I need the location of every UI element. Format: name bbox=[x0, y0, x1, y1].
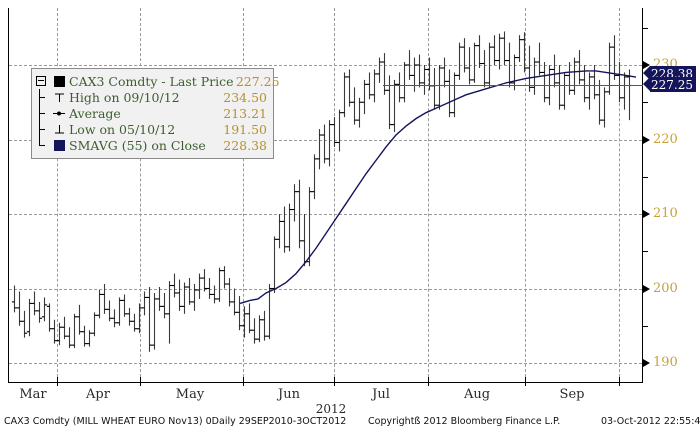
legend-marker-high-icon bbox=[51, 92, 67, 103]
x-axis-label-jul: Jul bbox=[372, 387, 390, 402]
x-axis-label-aug: Aug bbox=[463, 387, 491, 402]
y-axis-right-line bbox=[642, 8, 643, 383]
y-axis-arrow-220 bbox=[643, 136, 650, 144]
x-axis-label-may: May bbox=[175, 387, 205, 402]
legend-value-smavg: 228.38 bbox=[223, 137, 267, 153]
legend-label-smavg: SMAVG (55) on Close bbox=[69, 137, 206, 153]
legend-label-last-price: CAX3 Comdty - Last Price bbox=[69, 73, 234, 89]
x-axis-label-jun: Jun bbox=[278, 387, 300, 402]
y-axis-label-220: 220 bbox=[653, 132, 678, 147]
legend-row-last-price[interactable]: CAX3 Comdty - Last Price 227.25 bbox=[36, 73, 280, 89]
legend-label-low: Low on 05/10/12 bbox=[69, 121, 176, 137]
legend-value-average: 213.21 bbox=[223, 105, 267, 121]
vgridline-apr bbox=[140, 8, 141, 382]
last-price-reference-line bbox=[383, 85, 643, 87]
legend-value-low: 191.50 bbox=[223, 121, 267, 137]
y-axis-label-200: 200 bbox=[653, 281, 678, 296]
legend-label-average: Average bbox=[69, 105, 121, 121]
x-axis-label-apr: Apr bbox=[86, 387, 110, 402]
y-axis-arrow-190 bbox=[643, 359, 650, 367]
legend-row-high[interactable]: High on 09/10/12 234.50 bbox=[36, 89, 267, 105]
legend-row-smavg[interactable]: SMAVG (55) on Close 228.38 bbox=[36, 137, 267, 153]
gridline-210 bbox=[9, 214, 642, 215]
vgridline-may bbox=[243, 8, 244, 382]
legend-row-low[interactable]: Low on 05/10/12 191.50 bbox=[36, 121, 267, 137]
legend-expand-toggle[interactable] bbox=[36, 73, 51, 89]
vgridline-aug bbox=[525, 8, 526, 382]
footer-copyright: Copyrightß 2012 Bloomberg Finance L.P. bbox=[368, 416, 561, 427]
gridline-200 bbox=[9, 289, 642, 290]
x-axis-tick-3 bbox=[243, 377, 244, 386]
x-axis-label-sep: Sep bbox=[559, 387, 585, 402]
legend-marker-navy-square bbox=[51, 139, 67, 151]
y-axis-minor-tick-215 bbox=[643, 177, 648, 178]
vgridline-sep bbox=[619, 8, 620, 382]
x-axis-tick-7 bbox=[619, 377, 620, 386]
y-axis-arrow-200 bbox=[643, 285, 650, 293]
x-axis-tick-4 bbox=[334, 377, 335, 386]
y-axis-left-line bbox=[8, 8, 9, 383]
chart-legend[interactable]: CAX3 Comdty - Last Price 227.25 High on … bbox=[31, 68, 280, 159]
y-axis-label-190: 190 bbox=[653, 355, 678, 370]
legend-marker-black-square bbox=[51, 75, 67, 87]
y-axis-minor-tick-195 bbox=[643, 326, 648, 327]
y-axis-minor-tick-225 bbox=[643, 102, 648, 103]
legend-tree-branch-smavg bbox=[36, 137, 51, 153]
y-axis-arrow-210 bbox=[643, 210, 650, 218]
y-axis-arrow-230 bbox=[643, 61, 650, 69]
legend-label-high: High on 09/10/12 bbox=[69, 89, 180, 105]
x-axis-tick-1 bbox=[57, 377, 58, 386]
y-axis-label-210: 210 bbox=[653, 206, 678, 221]
last-price-badge[interactable]: 227.25 bbox=[643, 77, 696, 92]
legend-marker-low-icon bbox=[51, 124, 67, 135]
y-axis-minor-tick-235 bbox=[643, 28, 648, 29]
vgridline-jun bbox=[334, 8, 335, 382]
vgridline-mar bbox=[57, 8, 58, 382]
x-axis-tick-6 bbox=[525, 377, 526, 386]
footer-security-description: CAX3 Comdty (MILL WHEAT EURO Nov13) 0Dai… bbox=[4, 416, 347, 427]
vgridline-jul bbox=[428, 8, 429, 382]
gridline-190 bbox=[9, 363, 642, 364]
collapse-icon[interactable] bbox=[36, 76, 46, 86]
x-axis-tick-5 bbox=[428, 377, 429, 386]
legend-marker-average-icon bbox=[51, 108, 67, 119]
x-axis-line bbox=[8, 382, 643, 383]
legend-tree-branch-low bbox=[36, 121, 51, 137]
x-axis-year-label: 2012 bbox=[315, 402, 347, 416]
x-axis-label-mar: Mar bbox=[19, 387, 47, 402]
y-axis-minor-tick-205 bbox=[643, 251, 648, 252]
legend-tree-branch-average bbox=[36, 105, 51, 121]
x-axis-tick-2 bbox=[140, 377, 141, 386]
footer-timestamp: 03-Oct-2012 22:55:46 bbox=[601, 416, 700, 427]
gridline-230 bbox=[9, 65, 642, 66]
legend-row-average[interactable]: Average 213.21 bbox=[36, 105, 267, 121]
legend-tree-branch-high bbox=[36, 89, 51, 105]
legend-value-high: 234.50 bbox=[223, 89, 267, 105]
legend-value-last-price: 227.25 bbox=[235, 73, 280, 89]
